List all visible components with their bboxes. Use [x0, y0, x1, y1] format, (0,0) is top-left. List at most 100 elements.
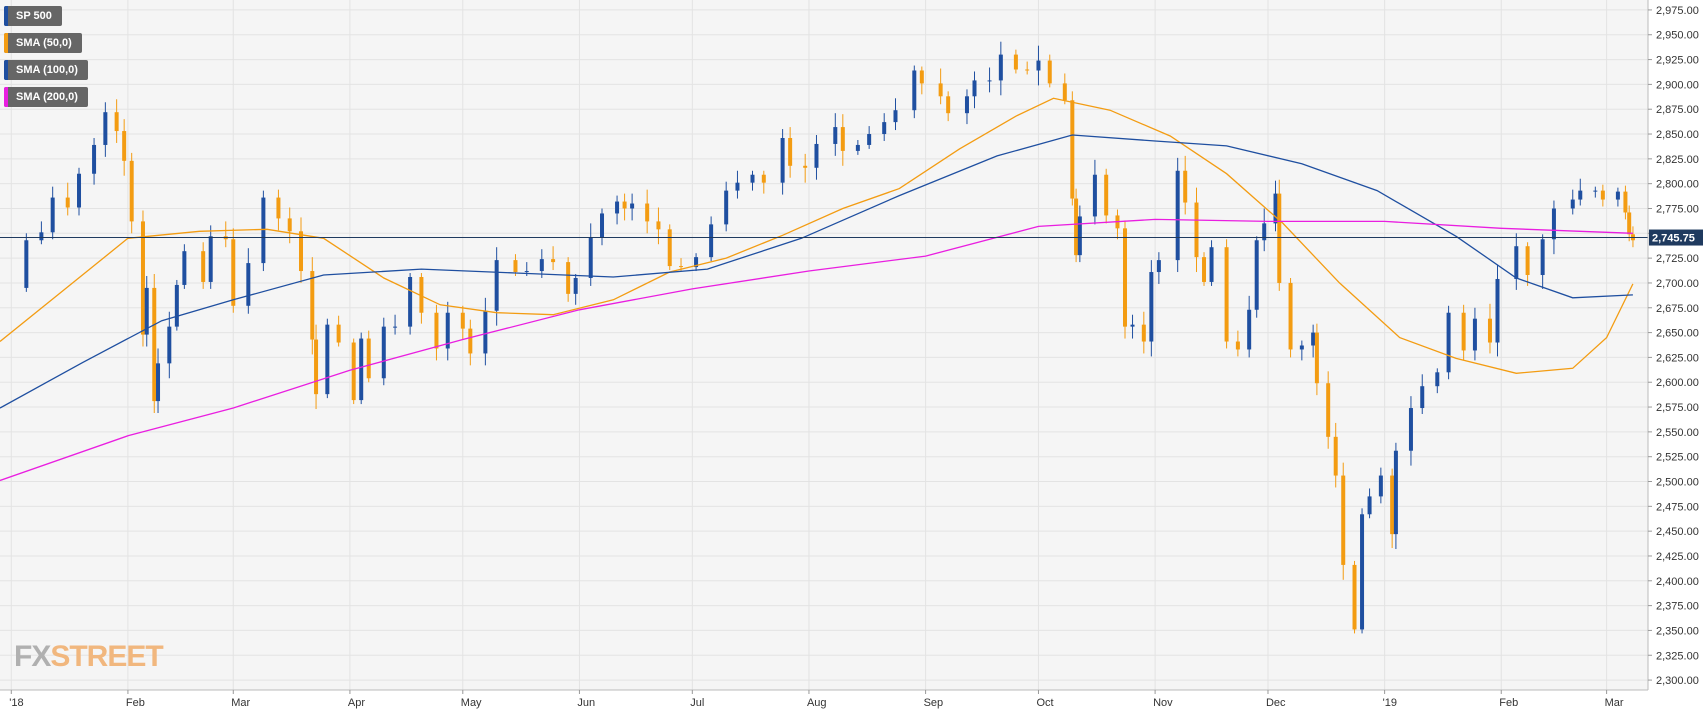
candle-body [393, 326, 398, 328]
candle-body [1627, 212, 1632, 235]
candle-body [299, 231, 304, 272]
legend-item-sma50[interactable]: SMA (50,0) [4, 33, 82, 53]
candle-body [50, 197, 55, 233]
candle-body [1277, 193, 1282, 283]
candle-body [1104, 174, 1109, 216]
candle-body [1472, 318, 1477, 351]
candle-body [1367, 496, 1372, 515]
candle-body [679, 266, 684, 268]
y-tick-label: 2,800.00 [1656, 179, 1699, 191]
candle-body [1092, 174, 1097, 217]
candle-body [840, 127, 845, 151]
legend-item-sp500[interactable]: SP 500 [4, 6, 62, 26]
last-price-tag: 2,745.75 [1649, 229, 1703, 246]
y-tick-label: 2,850.00 [1656, 129, 1699, 141]
x-tick-label: Apr [348, 697, 365, 709]
candle-body [946, 96, 951, 114]
y-tick-label: 2,350.00 [1656, 625, 1699, 637]
x-tick-label: '19 [1383, 697, 1397, 709]
y-tick-label: 2,900.00 [1656, 79, 1699, 91]
y-tick-label: 2,500.00 [1656, 477, 1699, 489]
candle-body [1149, 272, 1154, 342]
candle-body [1183, 170, 1188, 203]
x-tick-label: Oct [1036, 697, 1053, 709]
candle-body [39, 232, 44, 241]
candle-body [460, 312, 465, 329]
x-tick-label: Feb [126, 697, 145, 709]
candle-body [359, 338, 364, 401]
candle-body [351, 342, 356, 401]
y-tick-label: 2,600.00 [1656, 377, 1699, 389]
candle-body [893, 110, 898, 123]
candle-body [761, 174, 766, 183]
x-tick-label: May [461, 697, 482, 709]
candle-body [1578, 190, 1583, 200]
x-tick-label: Jun [577, 697, 595, 709]
candle-body [1600, 190, 1605, 200]
candle-body [724, 190, 729, 225]
candle-body [1247, 309, 1252, 350]
candle-body [645, 203, 650, 222]
x-tick-label: Jul [690, 697, 704, 709]
sma-line [0, 134, 1633, 409]
candle-body [987, 80, 992, 82]
candle-body [919, 70, 924, 84]
candle-body [1235, 341, 1240, 350]
candle-body [1333, 436, 1338, 476]
candle-body [513, 260, 518, 273]
candle-body [77, 173, 82, 208]
candle-body [588, 237, 593, 278]
x-tick-label: '18 [9, 697, 23, 709]
candle-body [483, 310, 488, 354]
y-axis-ticks: 2,975.00 2,950.00 2,925.00 2,900.00 2,875.00… [1648, 5, 1699, 687]
candle-body [615, 201, 620, 214]
candle-body [1156, 260, 1161, 273]
grid-lines [0, 0, 1648, 690]
legend-label: SMA (100,0) [16, 64, 78, 76]
legend-item-sma100[interactable]: SMA (100,0) [4, 60, 88, 80]
y-tick-label: 2,950.00 [1656, 30, 1699, 42]
candle-body [1130, 324, 1135, 327]
candle-body [814, 143, 819, 168]
candle-body [156, 363, 161, 402]
candle-body [630, 203, 635, 209]
candle-body [1446, 312, 1451, 373]
candle-body [667, 229, 672, 267]
legend-label: SMA (200,0) [16, 91, 78, 103]
y-tick-label: 2,525.00 [1656, 452, 1699, 464]
y-tick-label: 2,400.00 [1656, 576, 1699, 588]
candle-body [434, 312, 439, 349]
candle-body [152, 287, 157, 402]
candle-body [1378, 475, 1383, 497]
x-tick-label: Mar [231, 697, 250, 709]
candle-body [709, 224, 714, 258]
candle-body [573, 277, 578, 294]
legend-label: SMA (50,0) [16, 37, 72, 49]
last-price-tag-background [1649, 229, 1703, 246]
legend-item-sma200[interactable]: SMA (200,0) [4, 87, 88, 107]
candle-body [750, 174, 755, 183]
candle-body [1326, 383, 1331, 437]
candle-body [366, 338, 371, 379]
candle-body [1262, 223, 1267, 241]
candle-body [1615, 191, 1620, 200]
logo-fx: FX [14, 640, 51, 673]
y-tick-label: 2,325.00 [1656, 650, 1699, 662]
candle-body [1314, 332, 1319, 384]
candle-body [167, 326, 172, 364]
candle-body [867, 134, 872, 145]
candle-body [445, 312, 450, 349]
y-tick-label: 2,925.00 [1656, 55, 1699, 67]
candle-body [1408, 408, 1413, 451]
candle-body [1420, 386, 1425, 409]
y-tick-label: 2,875.00 [1656, 104, 1699, 116]
candle-body [1273, 193, 1278, 224]
candle-body [122, 131, 127, 161]
candle-body [201, 251, 206, 282]
candle-body [1074, 198, 1079, 256]
candle-body [246, 263, 251, 306]
candle-body [129, 160, 134, 222]
candle-body [1495, 278, 1500, 343]
candle-body [310, 271, 315, 340]
y-tick-label: 2,475.00 [1656, 501, 1699, 513]
